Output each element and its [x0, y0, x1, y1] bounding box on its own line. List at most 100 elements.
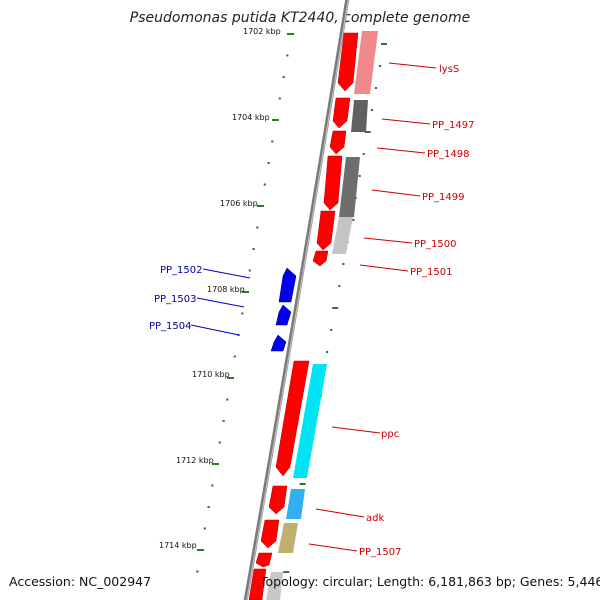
cog-bar-pp1500 — [332, 217, 353, 254]
scale-label-1712: 1712 kbp — [176, 456, 214, 465]
gene-ppc — [275, 360, 310, 477]
gene-pp1507 — [260, 519, 280, 549]
scale-labels: 1702 kbp 1704 kbp 1706 kbp 1708 kbp 1710… — [159, 27, 281, 550]
leader-pp1507 — [308, 543, 358, 552]
ruler-major-tick — [242, 291, 249, 293]
ruler-minor-tick — [196, 570, 199, 573]
gene-adk — [268, 485, 288, 515]
ruler-minor-tick — [252, 248, 255, 250]
ruler-minor-tick — [267, 162, 270, 164]
label-leaders — [190, 62, 437, 552]
outer-major-tick — [364, 131, 371, 133]
ruler-minor-tick — [286, 54, 289, 57]
cog-bar-adk — [286, 489, 305, 519]
map-title: Pseudomonas putida KT2440, complete geno… — [130, 10, 470, 26]
gene-pp1500 — [316, 210, 336, 251]
gene-label-pp1507: PP_1507 — [359, 547, 402, 558]
ruler-major-tick — [212, 463, 219, 465]
gene-pp1504 — [270, 334, 287, 352]
accession-text: Accession: NC_002947 — [9, 574, 151, 589]
ruler-minor-tick — [222, 420, 225, 422]
ruler-minor-tick — [248, 269, 251, 272]
ruler-major-tick — [257, 205, 264, 207]
leader-ppc — [331, 426, 381, 434]
ruler-major-tick — [197, 549, 204, 551]
ruler-minor-tick — [271, 140, 274, 143]
gene-label-pp1499: PP_1499 — [422, 192, 465, 203]
reverse-genes — [270, 267, 297, 352]
gene-lysS — [337, 32, 359, 92]
outer-major-tick — [381, 43, 387, 45]
scale-label-1702: 1702 kbp — [243, 27, 281, 36]
ruler-major-tick — [287, 33, 294, 35]
outer-major-tick — [332, 307, 339, 309]
gene-label-pp1498: PP_1498 — [427, 149, 470, 160]
gene-pp1501 — [312, 250, 329, 267]
gene-label-pp1503: PP_1503 — [154, 294, 197, 305]
leader-pp1504 — [190, 324, 240, 336]
outer-major-tick — [283, 571, 290, 573]
cog-bar-next — [266, 572, 283, 600]
ruler-minor-tick — [218, 441, 221, 444]
cog-bar-pp1499 — [339, 157, 360, 217]
ruler-minor-tick — [263, 183, 266, 186]
gene-label-pp1501: PP_1501 — [410, 267, 453, 278]
outer-minor-tick — [362, 153, 365, 155]
leader-pp1501 — [359, 264, 409, 272]
outer-minor-tick — [342, 263, 345, 265]
summary-text: Topology: circular; Length: 6,181,863 bp… — [259, 574, 600, 589]
gene-pp1503 — [275, 304, 292, 326]
gene-pp1508 — [255, 552, 273, 568]
leader-lysS — [388, 62, 437, 69]
scale-label-1708: 1708 kbp — [207, 285, 245, 294]
ruler-minor-tick — [256, 226, 259, 229]
leader-adk — [315, 508, 365, 518]
ruler-minor-tick — [211, 484, 214, 487]
gene-labels: lysS PP_1497 PP_1498 PP_1499 PP_1500 PP_… — [149, 64, 475, 558]
outer-minor-tick — [338, 285, 341, 287]
gene-label-pp1502: PP_1502 — [160, 265, 203, 276]
gene-label-adk: adk — [366, 513, 384, 524]
outer-major-tick — [299, 483, 306, 485]
gene-label-pp1504: PP_1504 — [149, 321, 192, 332]
ruler-minor-tick — [203, 527, 206, 530]
gene-pp1497 — [332, 97, 351, 129]
ruler-minor-tick — [282, 76, 285, 78]
scale-label-1704: 1704 kbp — [232, 113, 270, 122]
cog-bars — [266, 31, 378, 600]
outer-minor-tick — [358, 175, 361, 177]
leader-pp1497 — [381, 118, 431, 125]
outer-minor-tick — [370, 109, 373, 111]
gene-pp1502 — [278, 267, 297, 303]
cog-bar-pp1497 — [351, 100, 368, 132]
ruler-minor-tick — [233, 355, 236, 358]
gene-pp1498 — [329, 130, 347, 155]
outer-minor-tick — [374, 87, 378, 89]
ruler-major-tick — [272, 119, 279, 121]
scale-label-1706: 1706 kbp — [220, 199, 258, 208]
gene-label-pp1500: PP_1500 — [414, 239, 457, 250]
ruler-minor-tick — [241, 312, 244, 315]
leader-pp1503 — [196, 297, 245, 308]
ruler-major-tick — [227, 377, 234, 379]
gene-label-lysS: lysS — [439, 64, 459, 75]
genome-backbone — [243, 0, 350, 600]
leader-pp1500 — [363, 237, 413, 244]
forward-genes — [248, 32, 359, 600]
ruler-minor-tick — [278, 97, 281, 100]
gene-label-ppc: ppc — [381, 429, 399, 440]
scale-label-1710: 1710 kbp — [192, 370, 230, 379]
ruler-minor-tick — [207, 506, 210, 508]
outer-minor-tick — [330, 329, 333, 331]
outer-minor-tick — [326, 351, 329, 353]
leader-pp1498 — [376, 147, 426, 154]
gene-pp1509 — [248, 568, 267, 600]
scale-label-1714: 1714 kbp — [159, 541, 197, 550]
gene-label-pp1497: PP_1497 — [432, 120, 475, 131]
cog-bar-pp1507 — [278, 523, 298, 553]
cog-bar-ppc — [293, 364, 327, 478]
leader-pp1502 — [202, 268, 251, 279]
outer-minor-tick — [378, 65, 382, 67]
ruler-minor-tick — [226, 398, 229, 401]
